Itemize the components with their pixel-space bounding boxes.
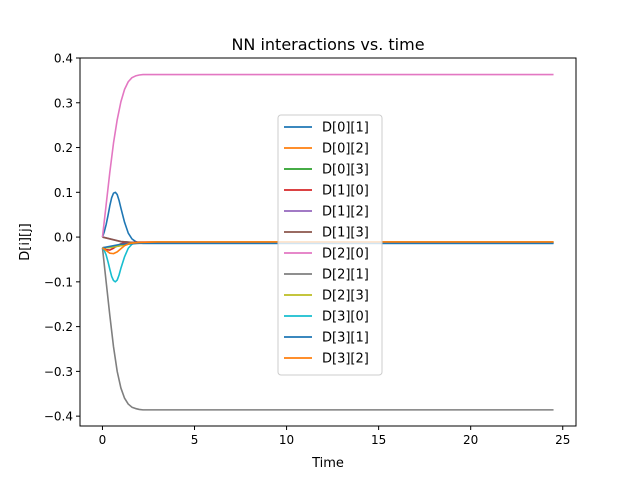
x-axis-label: Time [311,456,344,471]
legend-label: D[1][2] [322,205,369,220]
axes-frame [79,57,577,427]
y-tick-label: 0.3 [54,96,73,110]
legend-label: D[3][0] [322,310,369,325]
chart-title: NN interactions vs. time [231,35,424,54]
series-line-7 [101,247,554,411]
legend: D[0][1] D[0][2] D[0][3] D[1][0] D[1][2] D[1][… [277,114,383,376]
y-tick-label: −0.3 [44,365,73,379]
legend-label: D[0][3] [322,163,369,178]
legend-label: D[3][1] [322,331,369,346]
y-tick-label: −0.1 [44,275,73,289]
x-tick-label: 25 [555,433,570,447]
y-axis: −0.4 −0.3 −0.2 −0.1 0.0 0.1 0.2 0.3 0.4 [44,52,80,424]
x-tick-label: 0 [99,433,107,447]
series-line-6 [101,73,554,238]
legend-label: D[1][3] [322,226,369,241]
y-tick-label: −0.4 [44,410,73,424]
legend-label: D[0][2] [322,142,369,157]
legend-label: D[1][0] [322,184,369,199]
legend-label: D[2][1] [322,268,369,283]
x-tick-label: 15 [371,433,386,447]
x-tick-label: 10 [279,433,294,447]
x-tick-label: 20 [463,433,478,447]
series-layer [101,73,554,411]
y-tick-label: −0.2 [44,320,73,334]
x-tick-label: 5 [191,433,199,447]
series-line-10 [102,242,554,249]
y-tick-label: 0.0 [54,231,73,245]
legend-label: D[0][1] [322,121,369,136]
y-axis-label: D[i][j] [18,223,33,261]
y-tick-label: 0.1 [54,186,73,200]
legend-label: D[2][0] [322,247,369,262]
y-tick-label: 0.4 [54,52,73,66]
x-axis: 0 5 10 15 20 25 [99,426,570,447]
legend-label: D[2][3] [322,289,369,304]
y-tick-label: 0.2 [54,141,73,155]
legend-label: D[3][2] [322,352,369,367]
legend-box [277,114,383,376]
